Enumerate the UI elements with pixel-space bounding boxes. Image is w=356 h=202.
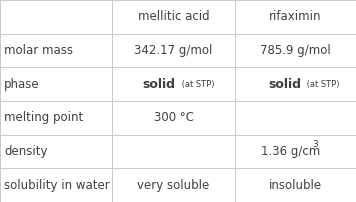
Text: phase: phase — [4, 78, 40, 91]
Text: (at STP): (at STP) — [304, 80, 340, 89]
Text: mellitic acid: mellitic acid — [138, 10, 209, 23]
Text: solid: solid — [268, 78, 301, 91]
Text: 3: 3 — [312, 140, 318, 149]
Text: solid: solid — [143, 78, 176, 91]
Text: melting point: melting point — [4, 111, 84, 124]
Text: density: density — [4, 145, 48, 158]
Text: 785.9 g/mol: 785.9 g/mol — [260, 44, 331, 57]
Text: molar mass: molar mass — [4, 44, 73, 57]
Text: 342.17 g/mol: 342.17 g/mol — [134, 44, 213, 57]
Text: solubility in water: solubility in water — [4, 179, 110, 192]
Text: insoluble: insoluble — [269, 179, 322, 192]
Text: rifaximin: rifaximin — [269, 10, 322, 23]
Text: 300 °C: 300 °C — [153, 111, 194, 124]
Text: very soluble: very soluble — [137, 179, 210, 192]
Text: (at STP): (at STP) — [179, 80, 214, 89]
Text: 1.36 g/cm: 1.36 g/cm — [261, 145, 320, 158]
